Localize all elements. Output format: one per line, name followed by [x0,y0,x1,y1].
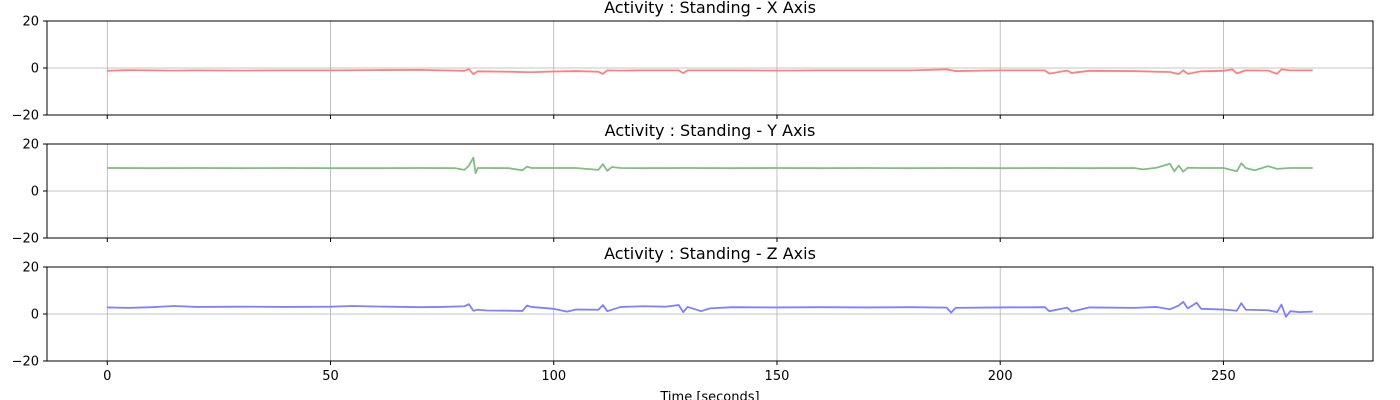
series-line [107,156,1313,175]
y-tick-label: −20 [12,355,39,370]
x-tick-label: 250 [1211,369,1236,384]
subplot-title: Activity : Standing - X Axis [604,0,816,17]
subplot-2: −20 0 20 Activity : Standing - Y Axis [12,121,1374,247]
y-tick-label: 20 [22,261,39,276]
y-tick-label: −20 [12,109,39,124]
x-tick-label: 100 [541,369,566,384]
x-tick-label: 150 [765,369,790,384]
y-tick-label: 20 [22,138,39,153]
y-tick-label: 0 [31,185,39,200]
x-axis-label: Time [seconds] [659,390,759,400]
y-tick-label: 0 [31,308,39,323]
x-tick-label: 200 [988,369,1013,384]
x-tick-label: 0 [103,369,111,384]
series-line [107,68,1313,76]
x-tick-label: 50 [322,369,339,384]
series-line [107,300,1313,318]
y-tick-label: −20 [12,232,39,247]
subplot-1: −20 0 20 Activity : Standing - X Axis [12,0,1374,124]
y-tick-label: 20 [22,15,39,30]
subplot-title: Activity : Standing - Z Axis [604,244,816,263]
subplot-title: Activity : Standing - Y Axis [605,121,816,140]
y-tick-label: 0 [31,62,39,77]
